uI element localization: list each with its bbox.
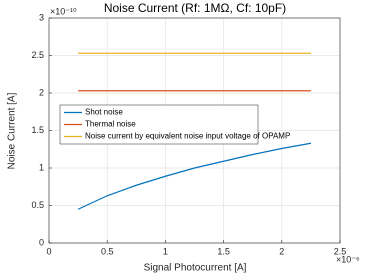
legend-label: Shot noise (85, 108, 123, 117)
y-tick-label: 3 (39, 12, 44, 22)
legend-label: Thermal noise (85, 120, 136, 129)
series-line (77, 142, 312, 210)
y-multiplier: ×10⁻¹⁰ (50, 6, 77, 16)
legend-box (59, 104, 259, 145)
legend: Shot noise Thermal noise Noise current by … (59, 104, 290, 145)
x-multiplier: ×10⁻⁶ (336, 254, 360, 264)
x-axis-label: Signal Photocurrent [A] (144, 263, 247, 274)
x-tick-label: 1.5 (217, 246, 230, 256)
x-tick-label: 1 (163, 246, 168, 256)
y-tick-label: 1 (39, 162, 44, 172)
axes-box (48, 17, 341, 244)
y-axis-label: Noise Current [A] (7, 92, 18, 169)
chart-title: Noise Current (Rf: 1MΩ, Cf: 10pF) (104, 1, 286, 15)
y-tick-label: 2 (39, 87, 44, 97)
y-tick-label: 2.5 (31, 50, 44, 60)
x-tick-label: 0.5 (101, 246, 114, 256)
y-tick-label: 0.5 (31, 200, 44, 210)
legend-label: Noise current by equivalent noise input … (85, 132, 290, 141)
y-tick-label: 0 (39, 237, 44, 247)
y-tick-label: 1.5 (31, 125, 44, 135)
x-tick-label: 2.5 (334, 246, 347, 256)
x-tick-label: 0 (46, 246, 51, 256)
x-tick-label: 2 (279, 246, 284, 256)
